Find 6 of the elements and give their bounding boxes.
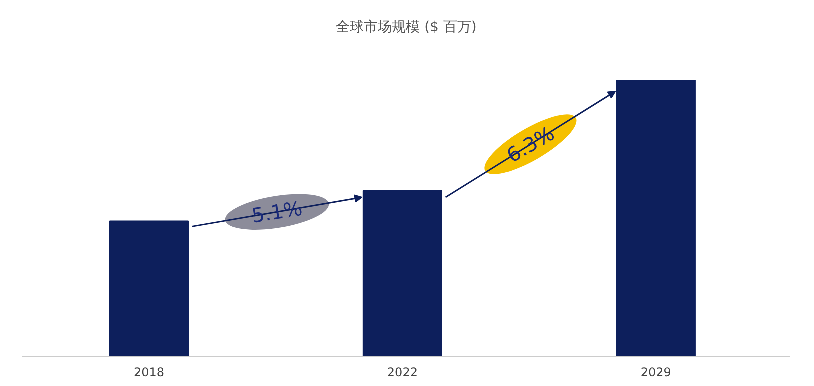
x-tick-label: 2018 xyxy=(134,366,165,380)
annotation: 5.1% xyxy=(250,196,304,228)
x-tick-label: 2029 xyxy=(640,366,672,380)
annotation: 6.3% xyxy=(502,121,559,168)
x-tick-label: 2022 xyxy=(387,366,418,380)
chart-title: 全球市场规模 ($ 百万) xyxy=(336,20,477,36)
